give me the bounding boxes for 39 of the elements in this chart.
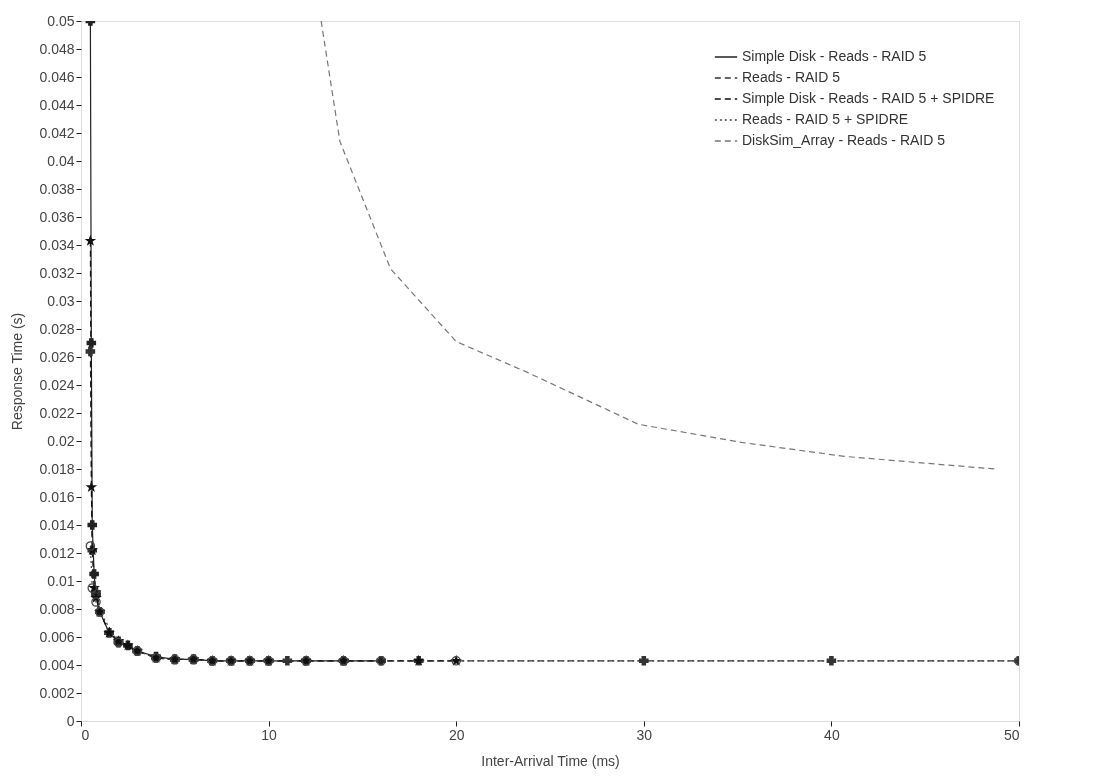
y-tick-label: 0.048 bbox=[39, 40, 75, 57]
y-tick-label: 0 bbox=[66, 712, 75, 729]
y-tick-label: 0.024 bbox=[39, 376, 75, 393]
y-tick-label: 0.016 bbox=[39, 488, 75, 505]
y-tick-label: 0.042 bbox=[39, 124, 75, 141]
y-tick-label: 0.008 bbox=[39, 600, 75, 617]
legend-label: Reads - RAID 5 + SPIDRE bbox=[742, 111, 909, 127]
y-tick-label: 0.004 bbox=[39, 656, 75, 673]
x-tick-label: 0 bbox=[81, 726, 90, 743]
x-tick-label: 50 bbox=[1003, 726, 1020, 743]
x-axis-title: Inter-Arrival Time (ms) bbox=[481, 752, 620, 769]
legend-label: Simple Disk - Reads - RAID 5 + SPIDRE bbox=[742, 90, 995, 106]
y-tick-label: 0.006 bbox=[39, 628, 75, 645]
x-tick-label: 40 bbox=[824, 726, 840, 743]
y-tick-label: 0.03 bbox=[47, 292, 75, 309]
y-axis-title: Response Time (s) bbox=[9, 312, 26, 431]
x-tick-label: 30 bbox=[636, 726, 653, 743]
y-tick-label: 0.034 bbox=[39, 236, 75, 253]
legend-label: Simple Disk - Reads - RAID 5 bbox=[742, 48, 927, 64]
y-tick-label: 0.044 bbox=[39, 96, 75, 113]
y-tick-label: 0.026 bbox=[39, 348, 75, 365]
y-tick-label: 0.002 bbox=[39, 684, 75, 701]
y-tick-label: 0.05 bbox=[47, 12, 75, 29]
y-tick-label: 0.018 bbox=[39, 460, 75, 477]
y-tick-label: 0.046 bbox=[39, 68, 75, 85]
x-tick-label: 20 bbox=[448, 726, 465, 743]
y-tick-label: 0.014 bbox=[39, 516, 75, 533]
y-tick-label: 0.036 bbox=[39, 208, 75, 225]
legend-label: Reads - RAID 5 bbox=[742, 69, 841, 85]
y-tick-label: 0.038 bbox=[39, 180, 75, 197]
y-tick-label: 0.012 bbox=[39, 544, 75, 561]
x-tick-label: 10 bbox=[261, 726, 278, 743]
y-tick-label: 0.02 bbox=[47, 432, 75, 449]
legend-label: DiskSim_Array - Reads - RAID 5 bbox=[742, 132, 946, 148]
y-tick-label: 0.01 bbox=[47, 572, 75, 589]
y-tick-label: 0.04 bbox=[47, 152, 75, 169]
y-tick-label: 0.028 bbox=[39, 320, 75, 337]
y-tick-label: 0.022 bbox=[39, 404, 75, 421]
y-tick-label: 0.032 bbox=[39, 264, 75, 281]
